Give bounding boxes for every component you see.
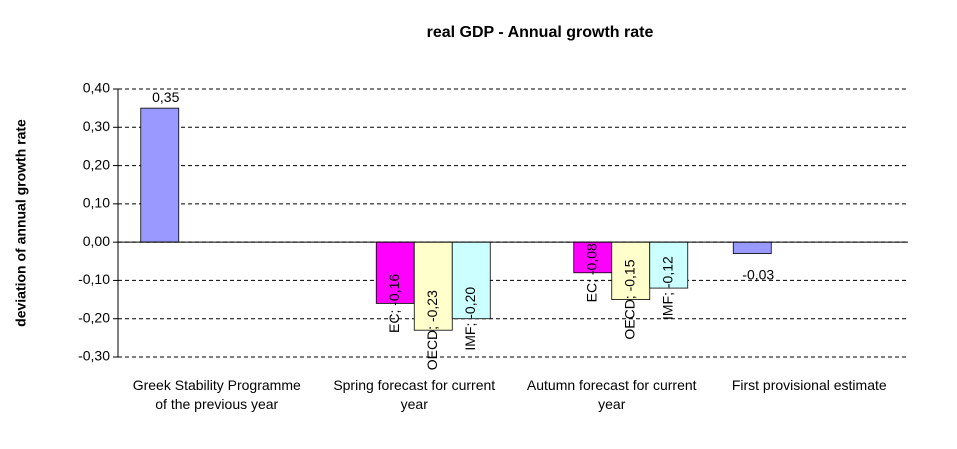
y-tick-label: 0,40 <box>83 80 110 96</box>
chart-title: real GDP - Annual growth rate <box>427 24 654 41</box>
data-label: EC; -0,16 <box>386 274 402 333</box>
x-tick-label: Autumn forecast for current year <box>526 377 697 412</box>
data-label: OECD; -0,23 <box>424 290 440 370</box>
y-tick-label: -0,20 <box>78 309 110 325</box>
y-tick-label: 0,20 <box>83 156 110 172</box>
bar <box>451 241 491 320</box>
data-label: -0,03 <box>742 266 774 282</box>
y-tick-label: 0,10 <box>83 195 110 211</box>
bar <box>140 107 180 243</box>
bar <box>649 241 689 289</box>
data-label: OECD; -0,15 <box>621 259 637 339</box>
data-label: EC; -0,08 <box>583 243 599 302</box>
data-label: IMF; -0,20 <box>462 287 478 351</box>
y-tick-label: 0,00 <box>83 233 110 249</box>
x-tick-label: Greek Stability Programme of the previou… <box>132 377 301 412</box>
y-tick-label: -0,30 <box>78 348 110 364</box>
bar <box>732 241 772 255</box>
x-tick-label: Spring forecast for current year <box>333 377 496 412</box>
bar <box>573 241 613 274</box>
x-tick-label: First provisional estimate <box>731 377 887 393</box>
y-axis-label: deviation of annual growth rate <box>13 119 29 327</box>
data-label: 0,35 <box>152 89 179 105</box>
y-tick-label: 0,30 <box>83 118 110 134</box>
y-tick-label: -0,10 <box>78 271 110 287</box>
data-label: IMF; -0,12 <box>659 256 675 320</box>
